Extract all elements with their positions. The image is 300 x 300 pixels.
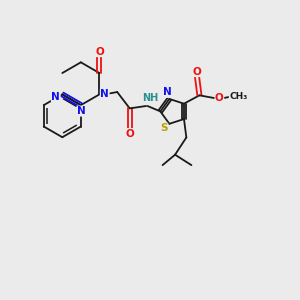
Text: NH: NH: [142, 93, 159, 103]
Text: S: S: [160, 123, 168, 133]
Text: N: N: [77, 106, 86, 116]
Text: N: N: [100, 89, 109, 99]
Text: O: O: [95, 46, 104, 57]
Text: N: N: [164, 87, 172, 98]
Text: O: O: [193, 67, 201, 76]
Text: O: O: [215, 93, 224, 103]
Text: O: O: [125, 129, 134, 139]
Text: CH₃: CH₃: [229, 92, 248, 101]
Text: N: N: [51, 92, 60, 102]
